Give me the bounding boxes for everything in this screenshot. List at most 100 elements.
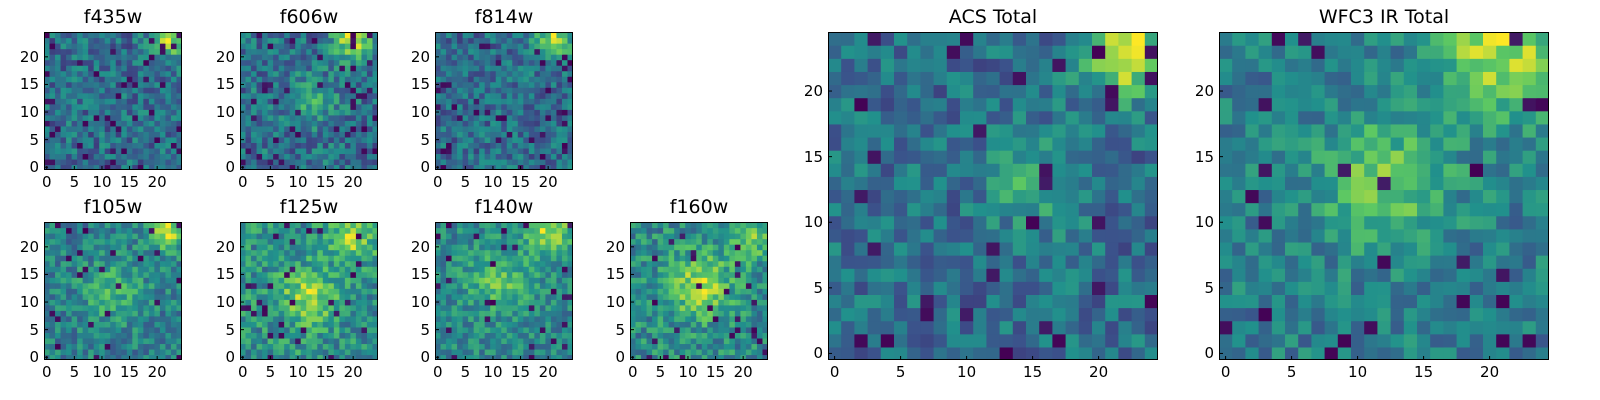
heatmap-cell <box>66 120 73 127</box>
heatmap-cell <box>696 244 703 251</box>
heatmap-cell <box>71 310 78 317</box>
heatmap-cell <box>71 326 78 333</box>
heatmap-cell <box>121 76 128 83</box>
heatmap-cell <box>854 176 869 191</box>
heatmap-cell <box>251 326 258 333</box>
heatmap-cell <box>344 271 351 278</box>
heatmap-cell <box>361 103 368 110</box>
heatmap-cell <box>278 332 285 339</box>
heatmap-cell <box>685 222 692 229</box>
heatmap-cell <box>1105 215 1119 230</box>
heatmap-cell <box>457 120 464 127</box>
heatmap-cell <box>657 348 664 356</box>
heatmap-cell <box>350 109 357 116</box>
heatmap-cell <box>311 147 318 155</box>
heatmap-cell <box>350 222 357 229</box>
heatmap-cell <box>756 238 764 245</box>
heatmap-cell <box>93 233 100 240</box>
heatmap-cell <box>446 343 453 350</box>
heatmap-cell <box>322 332 329 339</box>
heatmap-cell <box>121 136 128 143</box>
heatmap-cell <box>49 87 56 94</box>
heatmap-cell <box>110 147 117 155</box>
heatmap-cell <box>534 321 541 328</box>
heatmap-cell <box>539 337 546 345</box>
heatmap-cell <box>300 37 307 44</box>
heatmap-cell <box>88 255 95 262</box>
heatmap-cell <box>894 163 908 177</box>
heatmap-cell <box>311 103 318 110</box>
heatmap-cell <box>77 103 84 110</box>
heatmap-cell <box>344 114 351 121</box>
heatmap-cell <box>273 321 280 328</box>
heatmap-cell <box>110 299 117 306</box>
heatmap-cell <box>841 228 855 243</box>
heatmap-cell <box>159 310 167 317</box>
heatmap-cell <box>132 158 139 166</box>
heatmap-cell <box>523 266 530 273</box>
heatmap-cell <box>344 249 351 256</box>
heatmap-cell <box>567 321 573 328</box>
heatmap-cell <box>60 260 67 267</box>
heatmap-cell <box>344 282 351 289</box>
heatmap-cell <box>556 54 563 61</box>
heatmap-cell <box>71 153 78 160</box>
heatmap-cell <box>679 315 686 322</box>
heatmap-cell <box>1052 268 1067 282</box>
heatmap-cell <box>468 321 475 328</box>
heatmap-cell <box>479 332 486 339</box>
heatmap-cell <box>44 76 51 83</box>
heatmap-cell <box>867 307 882 322</box>
heatmap-cell <box>556 238 563 245</box>
heatmap-cell <box>262 147 269 155</box>
heatmap-cell <box>66 98 73 105</box>
heatmap-cell <box>165 310 172 317</box>
heatmap-cell <box>745 321 753 328</box>
heatmap-cell <box>451 244 458 251</box>
heatmap-cell <box>762 304 768 311</box>
heatmap-cell <box>159 70 167 77</box>
heatmap-cell <box>256 153 263 160</box>
heatmap-cell <box>545 238 552 245</box>
heatmap-cell <box>278 153 285 160</box>
heatmap-cell <box>479 109 486 116</box>
heatmap-cell <box>556 315 563 322</box>
heatmap-cell <box>657 310 664 317</box>
heatmap-cell <box>339 315 346 322</box>
heatmap-cell <box>104 142 111 149</box>
heatmap-cell <box>718 326 725 333</box>
heatmap-cell <box>82 59 89 66</box>
heatmap-cell <box>1012 294 1027 309</box>
heatmap-cell <box>457 54 464 61</box>
heatmap-cell <box>457 87 464 94</box>
heatmap-cell <box>361 81 368 88</box>
heatmap-cell <box>468 142 475 149</box>
heatmap-cell <box>339 164 346 170</box>
heatmap-cell <box>93 98 100 105</box>
heatmap-cell <box>176 59 182 66</box>
heatmap-cell <box>176 326 182 333</box>
heatmap-cell <box>567 142 573 149</box>
heatmap-cell <box>245 37 252 44</box>
heatmap-cell <box>635 288 642 295</box>
heatmap-cell <box>523 158 530 166</box>
heatmap-cell <box>311 244 318 251</box>
heatmap-cell <box>148 343 155 350</box>
heatmap-cell <box>1039 202 1053 217</box>
heatmap-cell <box>267 76 274 83</box>
heatmap-cell <box>361 293 368 300</box>
heatmap-cell <box>561 109 569 116</box>
heatmap-cell <box>457 76 464 83</box>
heatmap-cell <box>159 37 167 44</box>
heatmap-cell <box>176 164 182 170</box>
heatmap-cell <box>539 348 546 356</box>
heatmap-cell <box>170 304 178 311</box>
heatmap-cell <box>663 227 670 234</box>
heatmap-cell <box>841 346 855 360</box>
heatmap-cell <box>490 288 497 295</box>
heatmap-cell <box>506 153 513 160</box>
heatmap-cell <box>278 131 285 138</box>
heatmap-cell <box>55 92 62 99</box>
heatmap-cell <box>295 299 302 306</box>
heatmap-cell <box>440 87 447 94</box>
